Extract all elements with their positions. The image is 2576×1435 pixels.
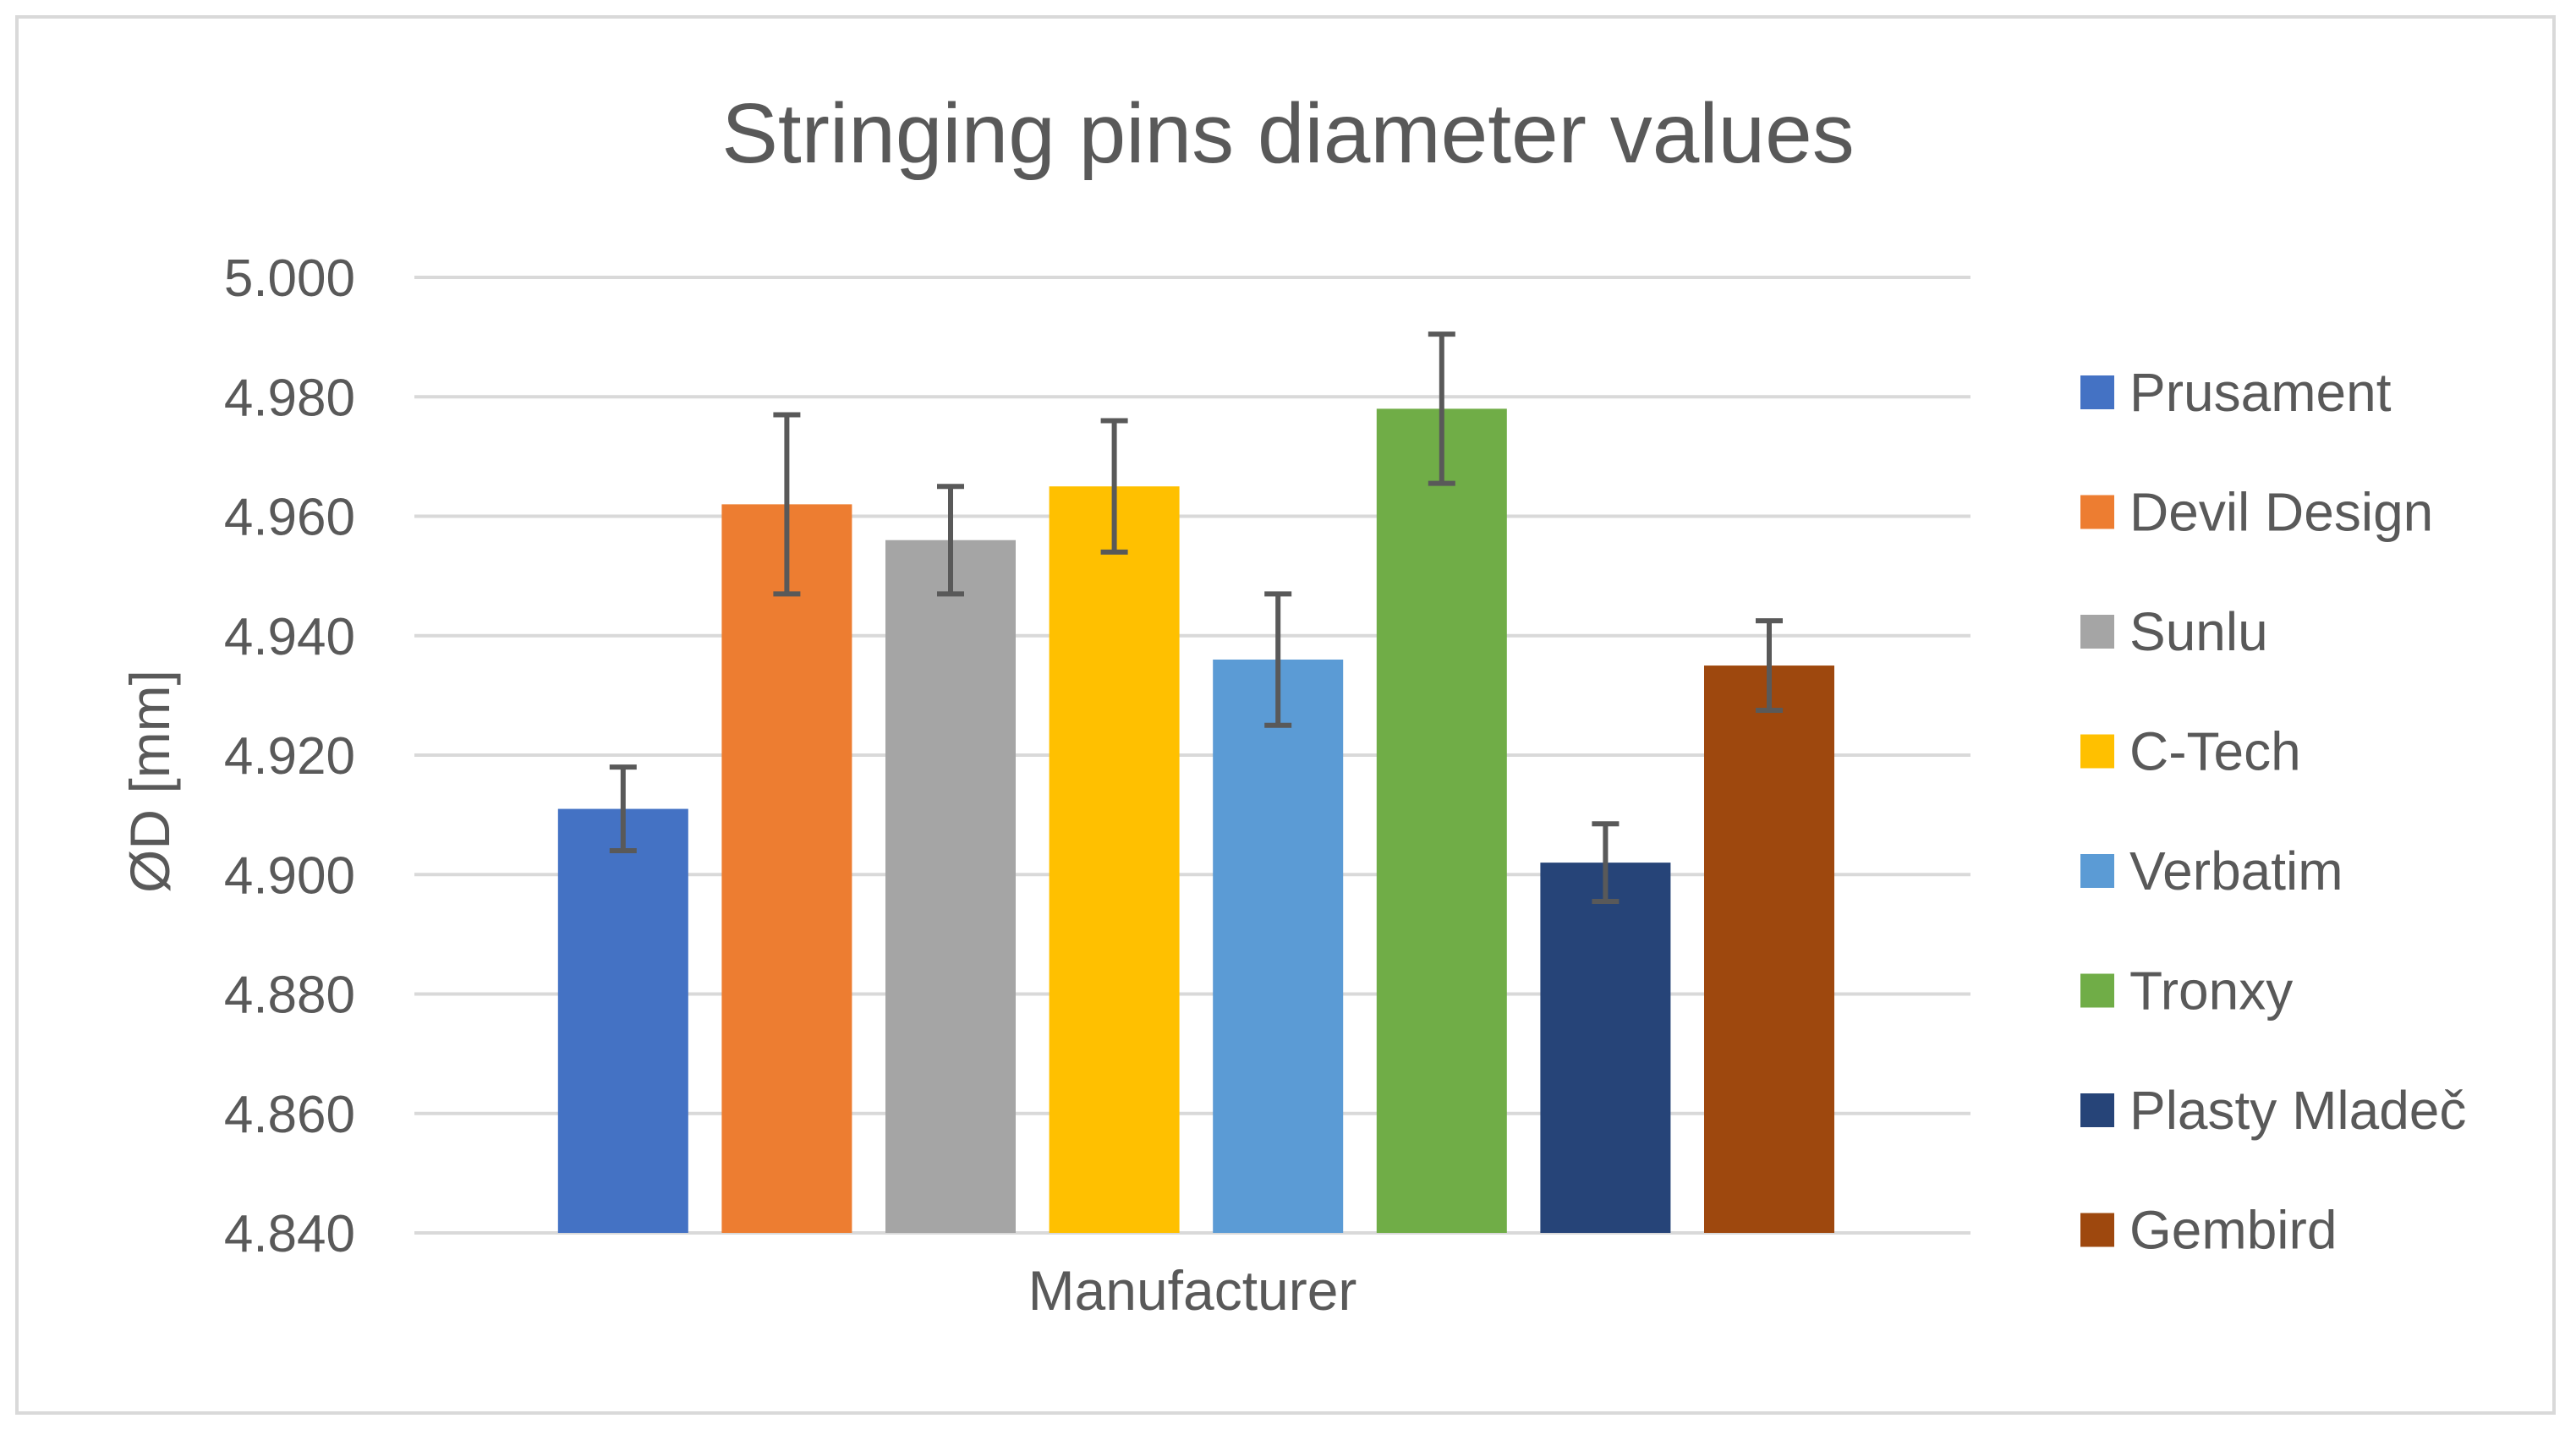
bar	[721, 504, 852, 1233]
legend-swatch	[2080, 615, 2114, 649]
y-tick-labels: 4.840 4.860 4.880 4.900 4.920 4.940 4.960 4.980…	[224, 249, 355, 1263]
y-tick-label: 4.840	[224, 1205, 355, 1263]
legend-swatch	[2080, 734, 2114, 769]
legend-swatch	[2080, 973, 2114, 1008]
legend-label: Devil Design	[2129, 482, 2433, 543]
y-tick-label: 4.960	[224, 489, 355, 547]
legend-label: Gembird	[2129, 1200, 2337, 1261]
legend-label: Verbatim	[2129, 841, 2343, 901]
bar	[1376, 408, 1507, 1233]
bar	[1049, 486, 1180, 1233]
y-axis-label: ØD [mm]	[118, 670, 181, 893]
legend-label: Prusament	[2129, 362, 2392, 423]
y-tick-label: 5.000	[224, 249, 355, 308]
bar	[1213, 660, 1344, 1233]
legend-label: C-Tech	[2129, 721, 2301, 782]
legend-swatch	[2080, 1093, 2114, 1127]
error-bar-layer	[609, 331, 1783, 905]
legend-swatch	[2080, 854, 2114, 888]
legend: Prusament Devil Design Sunlu C-Tech Verbatim…	[2080, 362, 2466, 1261]
y-tick-label: 4.920	[224, 727, 355, 786]
y-tick-label: 4.940	[224, 608, 355, 666]
legend-label: Tronxy	[2129, 961, 2293, 1021]
y-tick-label: 4.980	[224, 369, 355, 427]
bar	[1704, 665, 1834, 1233]
legend-swatch	[2080, 1213, 2114, 1247]
y-tick-label: 4.900	[224, 846, 355, 905]
bar	[885, 539, 1016, 1233]
legend-label: Plasty Mladeč	[2129, 1080, 2466, 1141]
legend-swatch	[2080, 375, 2114, 409]
chart-title: Stringing pins diameter values	[721, 86, 1855, 181]
legend-label: Sunlu	[2129, 601, 2268, 662]
legend-swatch	[2080, 495, 2114, 529]
x-axis-label: Manufacturer	[1028, 1259, 1357, 1322]
bar	[557, 808, 688, 1233]
y-tick-label: 4.880	[224, 967, 355, 1025]
bar	[1540, 863, 1671, 1233]
bar-layer	[557, 408, 1834, 1233]
y-tick-label: 4.860	[224, 1086, 355, 1144]
